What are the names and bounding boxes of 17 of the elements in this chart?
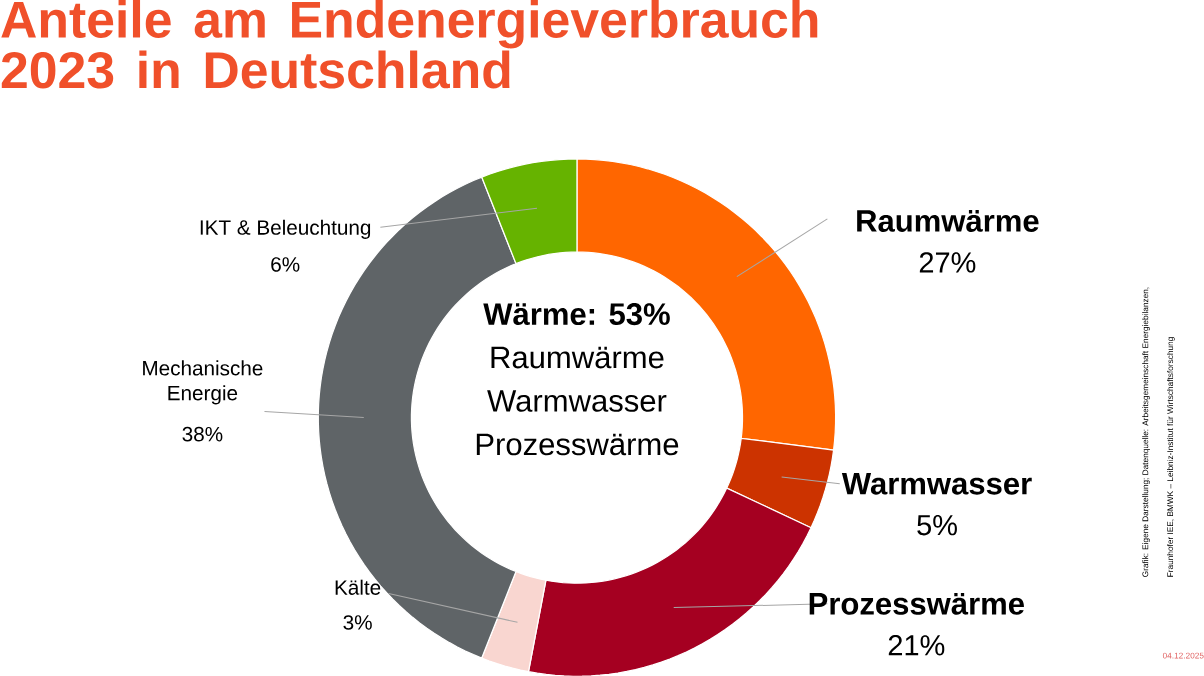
data-label: 5% [917, 514, 957, 535]
slice-label: Kälte [335, 579, 381, 595]
data-label: 6% [271, 256, 300, 272]
slice-label: Warmwasser [841, 472, 1032, 495]
slice-label: Prozesswärme [809, 592, 1024, 615]
text: Raumwärme [491, 346, 664, 368]
data-label: 3% [343, 614, 372, 630]
slice-label: Mechanische Energie [143, 359, 263, 405]
data-label: 38% [182, 426, 223, 442]
text: Warmwasser [487, 389, 667, 412]
text: Wärme: 53% [483, 302, 670, 325]
data-label: 21% [888, 634, 945, 655]
text: Prozesswärme [476, 433, 679, 455]
slice-label: IKT & Beleuchtung [200, 219, 371, 239]
data-label: 27% [919, 251, 976, 273]
chart-title: Anteile am Endenergieverbrauch 2023 in Deutschland [1, 0, 818, 89]
slice-label: Raumwärme [857, 209, 1039, 232]
